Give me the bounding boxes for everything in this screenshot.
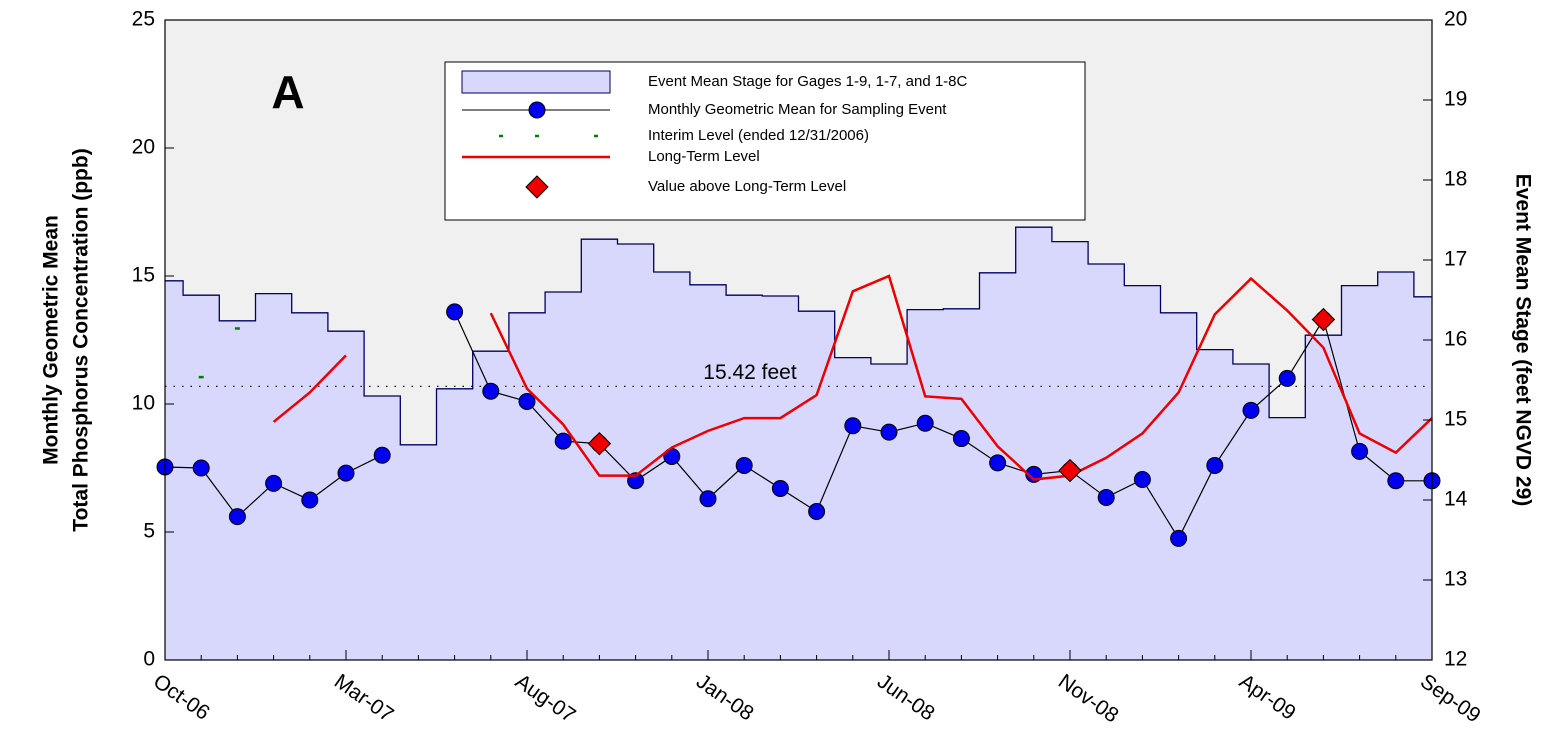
legend-label: Value above Long-Term Level xyxy=(648,178,846,195)
x-tick-label: Jan-08 xyxy=(692,670,758,726)
y2-tick-label: 19 xyxy=(1444,88,1467,111)
y-tick-label: 0 xyxy=(143,648,155,671)
y2-tick-label: 16 xyxy=(1444,328,1467,351)
geomean-point xyxy=(1206,456,1224,474)
legend: Event Mean Stage for Gages 1-9, 1-7, and… xyxy=(444,61,1086,221)
geomean-point xyxy=(337,464,355,482)
geomean-point xyxy=(192,459,210,477)
geomean-point xyxy=(1097,488,1115,506)
legend-label: Interim Level (ended 12/31/2006) xyxy=(648,127,869,144)
geomean-point xyxy=(482,382,500,400)
y2-tick-label: 20 xyxy=(1444,8,1467,31)
x-tick-label: Jun-08 xyxy=(873,670,939,726)
geomean-point xyxy=(228,508,246,526)
y-tick-label: 20 xyxy=(132,136,155,159)
y2-tick-label: 15 xyxy=(1444,408,1467,431)
y2-tick-label: 17 xyxy=(1444,248,1467,271)
legend-label: Monthly Geometric Mean for Sampling Even… xyxy=(648,101,947,118)
geomean-point xyxy=(1387,472,1405,490)
y2-tick-label: 13 xyxy=(1444,568,1467,591)
stage-area xyxy=(165,227,1432,660)
geomean-point xyxy=(446,303,464,321)
geomean-point xyxy=(989,454,1007,472)
stage-step-line xyxy=(165,226,1432,446)
panel-label: A xyxy=(271,66,304,118)
geomean-point xyxy=(808,503,826,521)
geomean-point xyxy=(952,430,970,448)
x-tick-label: Mar-07 xyxy=(330,670,398,727)
diamond-marker xyxy=(1058,458,1082,483)
y2-tick-label: 14 xyxy=(1444,488,1468,511)
y-tick-label: 10 xyxy=(132,392,155,415)
y-tick-label: 5 xyxy=(143,520,155,543)
plot-area: 15.42 feet xyxy=(156,226,1441,660)
geomean-point xyxy=(1242,401,1260,419)
diamond-marker xyxy=(525,175,549,199)
y-axis-label: Monthly Geometric Mean xyxy=(40,215,63,465)
legend-swatch xyxy=(461,70,611,94)
y2-tick-label: 12 xyxy=(1444,648,1467,671)
geomean-point xyxy=(880,423,898,441)
x-tick-label: Oct-06 xyxy=(149,670,214,725)
legend-label: Event Mean Stage for Gages 1-9, 1-7, and… xyxy=(648,73,968,90)
y-axis-label: Total Phosphorus Concentration (ppb) xyxy=(70,148,93,531)
geomean-point xyxy=(265,474,283,492)
y-tick-label: 15 xyxy=(132,264,155,287)
geomean-point xyxy=(735,456,753,474)
reference-label: 15.42 feet xyxy=(703,361,797,384)
legend-swatch xyxy=(528,101,546,119)
x-tick-label: Sep-09 xyxy=(1416,670,1485,728)
geomean-point xyxy=(1351,442,1369,460)
geomean-point xyxy=(373,446,391,464)
geomean-point xyxy=(1170,529,1188,547)
y2-tick-label: 18 xyxy=(1444,168,1467,191)
x-tick-label: Nov-08 xyxy=(1054,670,1123,728)
geomean-point xyxy=(518,392,536,410)
geomean-point xyxy=(844,417,862,435)
diamond-marker xyxy=(587,431,612,456)
geomean-point xyxy=(554,432,572,450)
geomean-point xyxy=(699,490,717,508)
x-tick-label: Apr-09 xyxy=(1235,670,1300,725)
y2-axis-label: Event Mean Stage (feet NGVD 29) xyxy=(1511,174,1534,507)
x-tick-label: Aug-07 xyxy=(511,670,580,728)
y-tick-label: 25 xyxy=(132,8,155,31)
diamond-marker xyxy=(1311,307,1336,332)
geomean-point xyxy=(1133,471,1151,489)
geomean-point xyxy=(301,491,319,509)
long-term-line xyxy=(272,274,1433,481)
geomean-point xyxy=(771,479,789,497)
geomean-point xyxy=(916,414,934,432)
legend-label: Long-Term Level xyxy=(648,148,760,165)
geomean-point xyxy=(1278,369,1296,387)
